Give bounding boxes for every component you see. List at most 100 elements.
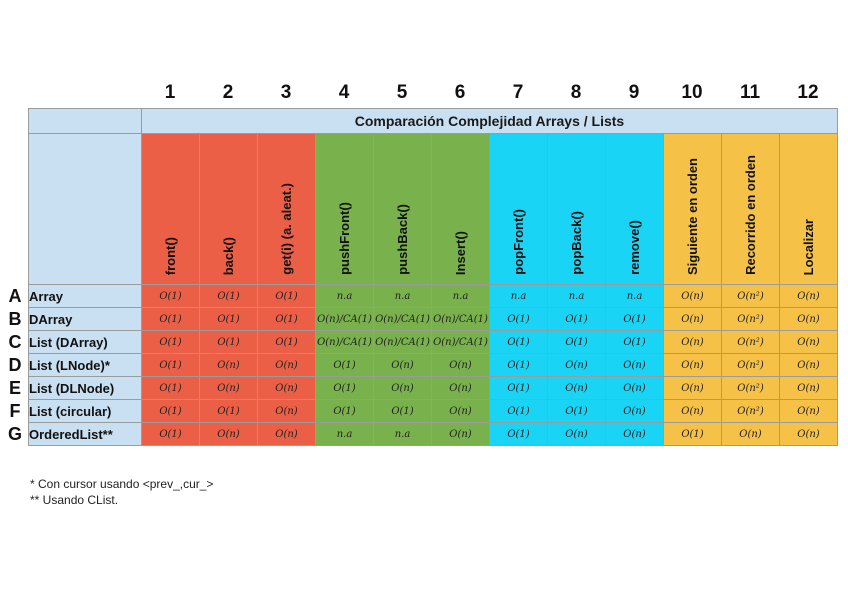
complexity-cell: O(1) bbox=[199, 330, 258, 354]
row-letter: E bbox=[8, 378, 21, 398]
column-number: 2 bbox=[222, 82, 234, 103]
complexity-cell: O(n) bbox=[431, 422, 490, 446]
table-row: OrderedList** O(1) O(n) O(n) n.a n.a O(n) O(1) O… bbox=[28, 422, 838, 446]
complexity-cell: O(n) bbox=[663, 353, 722, 377]
column-header: front() bbox=[141, 133, 200, 285]
complexity-cell: O(n²) bbox=[721, 307, 780, 331]
row-label: List (DArray) bbox=[28, 330, 142, 354]
complexity-cell: O(1) bbox=[605, 307, 664, 331]
complexity-cell: O(n) bbox=[721, 422, 780, 446]
complexity-cell: O(n) bbox=[663, 399, 722, 423]
complexity-cell: O(n) bbox=[373, 376, 432, 400]
complexity-cell: O(1) bbox=[605, 330, 664, 354]
complexity-cell: O(n) bbox=[779, 353, 838, 377]
complexity-cell: O(n) bbox=[605, 353, 664, 377]
column-header-label: pushFront() bbox=[337, 202, 352, 275]
column-header-label: popFront() bbox=[511, 209, 526, 275]
complexity-cell: O(1) bbox=[489, 399, 548, 423]
complexity-cell: O(n)/CA(1) bbox=[431, 307, 490, 331]
complexity-cell: O(1) bbox=[199, 284, 258, 308]
complexity-cell: O(n)/CA(1) bbox=[373, 307, 432, 331]
table-row: List (DArray) O(1) O(1) O(1) O(n)/CA(1) O(n)/… bbox=[28, 330, 838, 354]
footnote-clist: ** Usando CList. bbox=[30, 493, 119, 507]
table-row: List (circular) O(1) O(1) O(n) O(1) O(1) O(n) O… bbox=[28, 399, 838, 423]
row-label: OrderedList** bbox=[28, 422, 142, 446]
column-header-label: popBack() bbox=[569, 211, 584, 275]
complexity-cell: O(1) bbox=[489, 376, 548, 400]
column-number: 10 bbox=[681, 82, 703, 103]
complexity-cell: O(n²) bbox=[721, 284, 780, 308]
complexity-cell: O(1) bbox=[489, 422, 548, 446]
column-number: 11 bbox=[739, 82, 761, 103]
column-number: 4 bbox=[338, 82, 350, 103]
complexity-cell: n.a bbox=[315, 284, 374, 308]
column-header-label: Siguiente en orden bbox=[685, 157, 700, 275]
complexity-cell: O(n) bbox=[373, 353, 432, 377]
complexity-cell: O(1) bbox=[141, 284, 200, 308]
table-row: Array O(1) O(1) O(1) n.a n.a n.a n.a n.a n.a O(n) O… bbox=[28, 284, 838, 308]
complexity-cell: O(1) bbox=[315, 399, 374, 423]
complexity-cell: O(n) bbox=[779, 284, 838, 308]
header-corner-cell bbox=[28, 133, 142, 285]
row-label: List (LNode)* bbox=[28, 353, 142, 377]
complexity-cell: O(1) bbox=[547, 307, 606, 331]
complexity-cell: O(1) bbox=[373, 399, 432, 423]
table-row: List (LNode)* O(1) O(n) O(n) O(1) O(n) O(n) O(1… bbox=[28, 353, 838, 377]
column-header-label: front() bbox=[163, 236, 178, 275]
complexity-cell: O(1) bbox=[257, 307, 316, 331]
complexity-cell: O(n) bbox=[257, 399, 316, 423]
complexity-cell: O(n) bbox=[257, 353, 316, 377]
column-header-label: Insert() bbox=[453, 230, 468, 275]
complexity-cell: O(1) bbox=[199, 307, 258, 331]
column-number: 3 bbox=[280, 82, 292, 103]
complexity-cell: O(n) bbox=[605, 399, 664, 423]
complexity-cell: O(n) bbox=[199, 376, 258, 400]
complexity-cell: O(1) bbox=[141, 376, 200, 400]
complexity-cell: n.a bbox=[373, 284, 432, 308]
complexity-cell: O(n) bbox=[663, 330, 722, 354]
complexity-cell: O(n)/CA(1) bbox=[315, 307, 374, 331]
complexity-cell: O(1) bbox=[199, 399, 258, 423]
column-header: popFront() bbox=[489, 133, 548, 285]
complexity-cell: O(1) bbox=[257, 284, 316, 308]
complexity-cell: O(1) bbox=[141, 353, 200, 377]
complexity-cell: O(n)/CA(1) bbox=[373, 330, 432, 354]
column-number: 5 bbox=[396, 82, 408, 103]
column-number: 7 bbox=[512, 82, 524, 103]
complexity-cell: O(1) bbox=[663, 422, 722, 446]
complexity-cell: O(n) bbox=[663, 307, 722, 331]
complexity-cell: O(n²) bbox=[721, 399, 780, 423]
complexity-cell: O(n)/CA(1) bbox=[315, 330, 374, 354]
complexity-cell: O(n) bbox=[257, 422, 316, 446]
complexity-cell: O(1) bbox=[489, 307, 548, 331]
complexity-cell: O(n) bbox=[431, 376, 490, 400]
column-header: Recorrido en orden bbox=[721, 133, 780, 285]
complexity-cell: O(1) bbox=[257, 330, 316, 354]
row-letter: F bbox=[9, 401, 21, 421]
complexity-cell: O(n) bbox=[779, 399, 838, 423]
complexity-cell: n.a bbox=[373, 422, 432, 446]
column-header-label: Localizar bbox=[801, 218, 816, 275]
complexity-cell: O(n) bbox=[605, 376, 664, 400]
complexity-cell: O(1) bbox=[489, 353, 548, 377]
footnote-cursor: * Con cursor usando <prev_,cur_> bbox=[30, 477, 214, 491]
column-header: Insert() bbox=[431, 133, 490, 285]
complexity-cell: O(n) bbox=[199, 353, 258, 377]
row-label: Array bbox=[28, 284, 142, 308]
complexity-cell: O(n) bbox=[547, 422, 606, 446]
table-title: Comparación Complejidad Arrays / Lists bbox=[141, 108, 838, 134]
complexity-cell: n.a bbox=[605, 284, 664, 308]
row-letter: C bbox=[8, 332, 22, 352]
complexity-cell: O(n) bbox=[257, 376, 316, 400]
complexity-cell: O(1) bbox=[315, 376, 374, 400]
column-header: back() bbox=[199, 133, 258, 285]
complexity-cell: O(n)/CA(1) bbox=[431, 330, 490, 354]
column-header-label: pushBack() bbox=[395, 204, 410, 275]
complexity-cell: O(1) bbox=[141, 330, 200, 354]
complexity-cell: O(n) bbox=[605, 422, 664, 446]
row-letter: D bbox=[8, 355, 22, 375]
complexity-cell: O(n²) bbox=[721, 330, 780, 354]
column-number: 8 bbox=[570, 82, 582, 103]
complexity-cell: n.a bbox=[431, 284, 490, 308]
complexity-cell: O(1) bbox=[141, 399, 200, 423]
